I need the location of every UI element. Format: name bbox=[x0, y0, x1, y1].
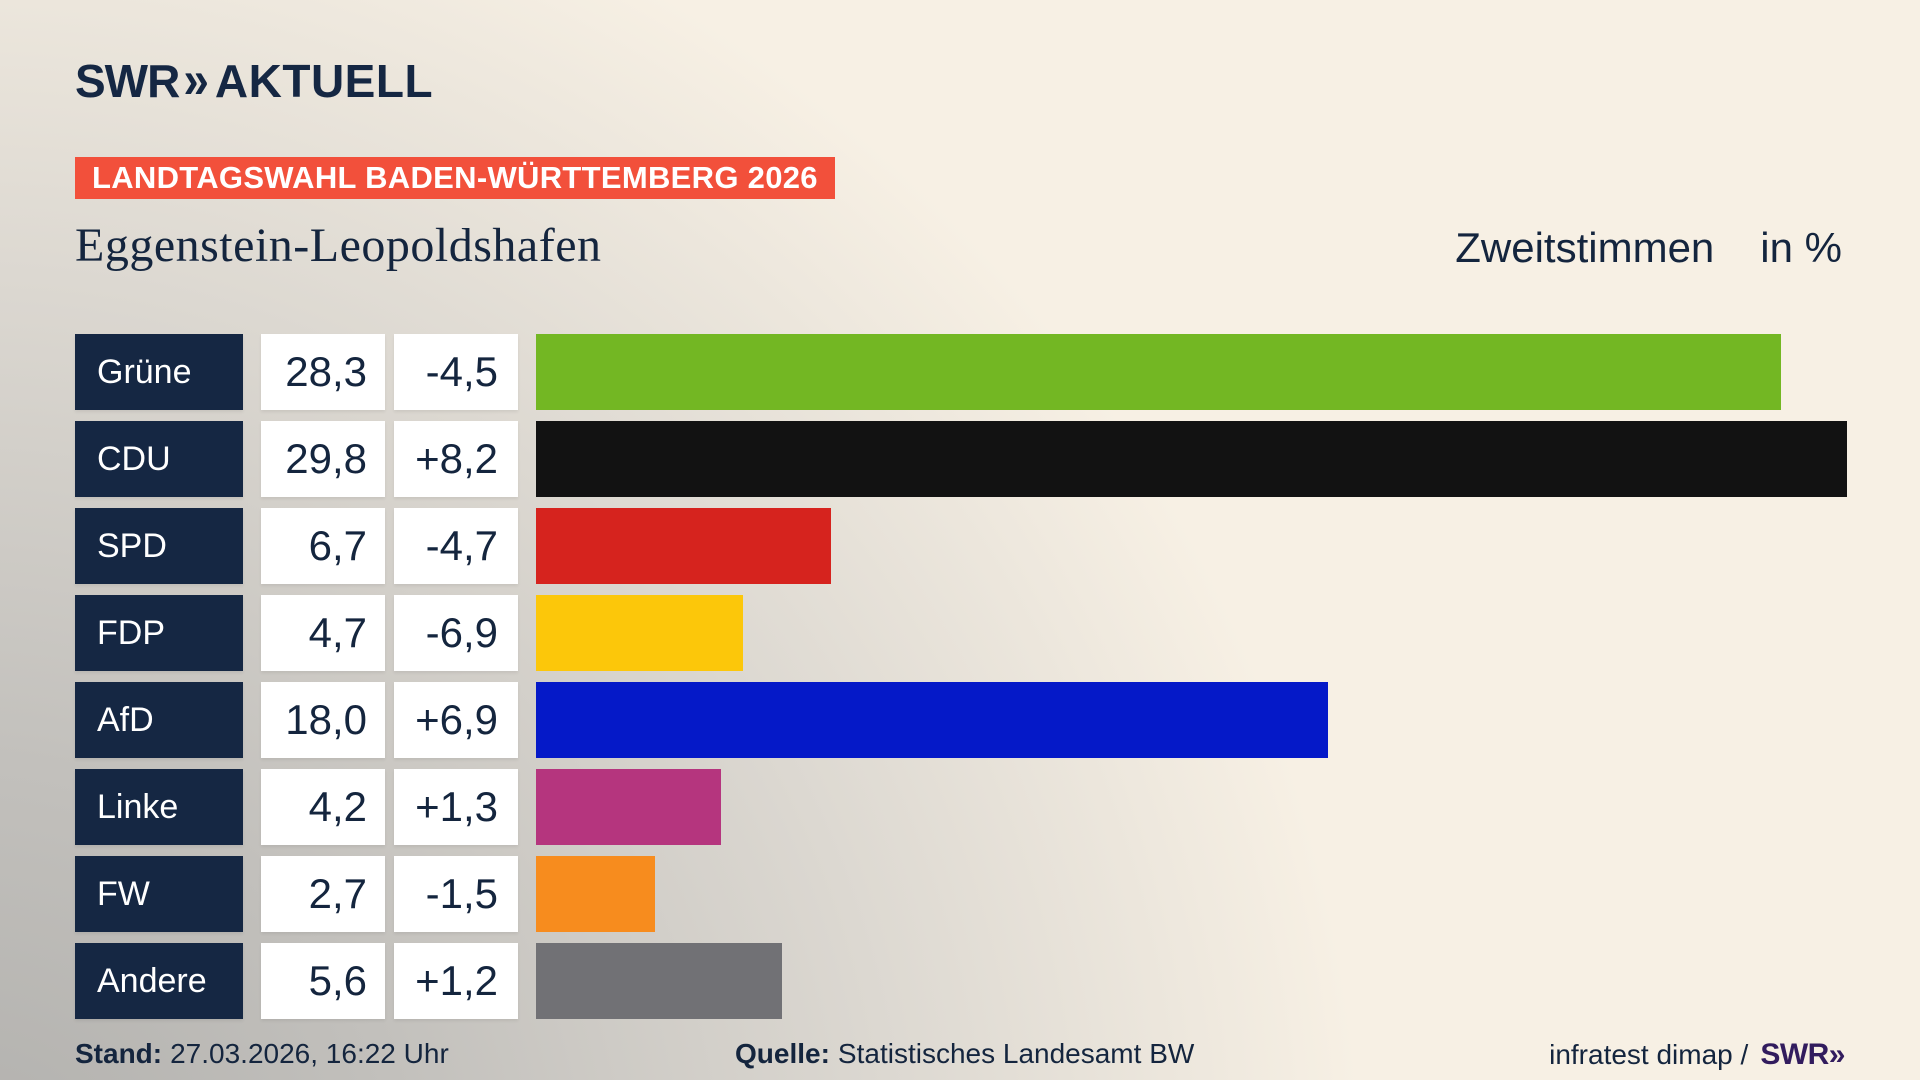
party-change: +6,9 bbox=[394, 682, 518, 758]
agency-credit: infratest dimap / SWR» bbox=[1549, 1038, 1845, 1072]
party-label: Andere bbox=[75, 943, 243, 1019]
party-change: +1,3 bbox=[394, 769, 518, 845]
party-label: CDU bbox=[75, 421, 243, 497]
party-value: 18,0 bbox=[261, 682, 385, 758]
footer: Stand: 27.03.2026, 16:22 Uhr Quelle: Stati… bbox=[0, 1038, 1920, 1080]
party-bar bbox=[536, 595, 743, 671]
results-bar-chart: Grüne 28,3 -4,5 CDU 29,8 +8,2 SPD 6,7 -4… bbox=[75, 334, 1848, 1030]
party-value: 6,7 bbox=[261, 508, 385, 584]
party-label: AfD bbox=[75, 682, 243, 758]
stand-timestamp: Stand: 27.03.2026, 16:22 Uhr bbox=[75, 1038, 449, 1070]
table-row: CDU 29,8 +8,2 bbox=[75, 421, 1848, 497]
stand-label: Stand: bbox=[75, 1038, 163, 1069]
party-label: FDP bbox=[75, 595, 243, 671]
party-label: Grüne bbox=[75, 334, 243, 410]
vote-type-label: Zweitstimmen bbox=[1455, 224, 1715, 271]
vote-type-legend: Zweitstimmen in % bbox=[1455, 224, 1842, 272]
party-change: +8,2 bbox=[394, 421, 518, 497]
party-change: -4,7 bbox=[394, 508, 518, 584]
party-label: Linke bbox=[75, 769, 243, 845]
party-bar bbox=[536, 334, 1782, 410]
party-value: 29,8 bbox=[261, 421, 385, 497]
source-credit: Quelle: Statistisches Landesamt BW bbox=[735, 1038, 1194, 1070]
swr-logo-chevrons-icon: » bbox=[183, 49, 208, 109]
party-value: 4,7 bbox=[261, 595, 385, 671]
party-value: 4,2 bbox=[261, 769, 385, 845]
table-row: SPD 6,7 -4,7 bbox=[75, 508, 1847, 584]
aktuell-logo-text: AKTUELL bbox=[214, 55, 434, 107]
party-bar bbox=[536, 943, 783, 1019]
table-row: FW 2,7 -1,5 bbox=[75, 856, 1847, 932]
party-bar bbox=[536, 856, 655, 932]
quelle-value: Statistisches Landesamt BW bbox=[837, 1038, 1195, 1069]
party-label: FW bbox=[75, 856, 243, 932]
table-row: Andere 5,6 +1,2 bbox=[75, 943, 1847, 1019]
swr-aktuell-logo: SWR» AKTUELL bbox=[75, 49, 434, 110]
stand-value: 27.03.2026, 16:22 Uhr bbox=[170, 1038, 449, 1069]
credit-text: infratest dimap / bbox=[1549, 1039, 1749, 1070]
election-banner: LANDTAGSWAHL BADEN-WÜRTTEMBERG 2026 bbox=[75, 157, 835, 199]
party-bar bbox=[536, 769, 721, 845]
party-value: 5,6 bbox=[261, 943, 385, 1019]
party-change: +1,2 bbox=[394, 943, 518, 1019]
party-bar bbox=[536, 682, 1328, 758]
party-value: 2,7 bbox=[261, 856, 385, 932]
table-row: Linke 4,2 +1,3 bbox=[75, 769, 1847, 845]
table-row: AfD 18,0 +6,9 bbox=[75, 682, 1847, 758]
party-label: SPD bbox=[75, 508, 243, 584]
party-change: -6,9 bbox=[394, 595, 518, 671]
swr-footer-logo: SWR» bbox=[1760, 1038, 1845, 1071]
page-title: Eggenstein-Leopoldshafen bbox=[75, 219, 602, 272]
party-bar bbox=[536, 508, 831, 584]
party-bar bbox=[536, 421, 1848, 497]
party-value: 28,3 bbox=[261, 334, 385, 410]
table-row: Grüne 28,3 -4,5 bbox=[75, 334, 1847, 410]
party-change: -1,5 bbox=[394, 856, 518, 932]
quelle-label: Quelle: bbox=[735, 1038, 830, 1069]
party-change: -4,5 bbox=[394, 334, 518, 410]
table-row: FDP 4,7 -6,9 bbox=[75, 595, 1847, 671]
swr-logo-text: SWR bbox=[75, 55, 180, 107]
unit-label: in % bbox=[1760, 224, 1842, 271]
